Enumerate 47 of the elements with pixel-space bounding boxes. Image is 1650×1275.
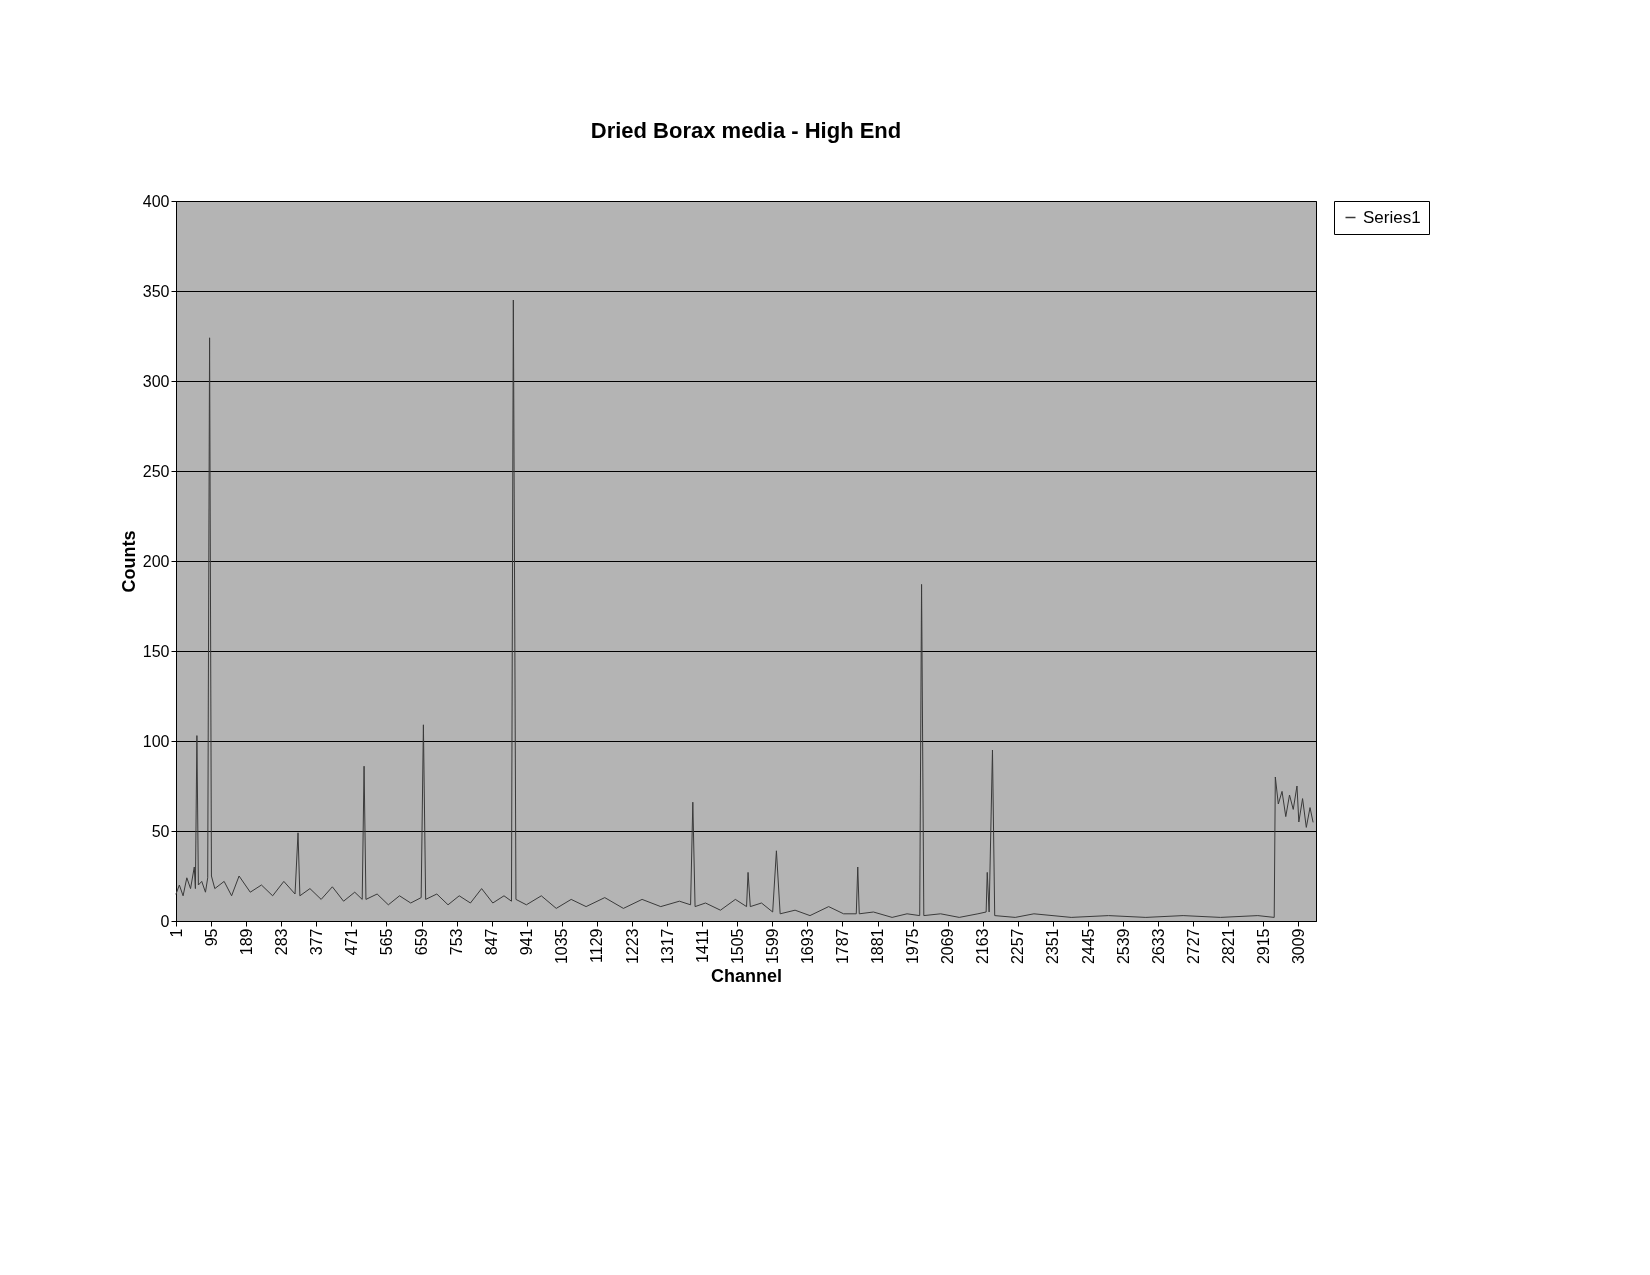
x-tick-label: 2821 xyxy=(1219,928,1237,965)
y-tick-label: 350 xyxy=(142,282,170,300)
x-tick-label: 1317 xyxy=(658,928,676,965)
x-tick-label: 1975 xyxy=(904,928,922,965)
y-axis-title: Counts xyxy=(118,530,139,593)
y-tick-label: 0 xyxy=(160,912,170,930)
x-tick-label: 2257 xyxy=(1009,928,1027,965)
x-tick-label: 377 xyxy=(307,928,325,956)
x-tick-label: 1129 xyxy=(588,928,606,963)
x-axis-title: Channel xyxy=(710,966,783,987)
x-tick-label: 1599 xyxy=(763,928,781,965)
x-tick-label: 2351 xyxy=(1044,928,1062,965)
x-tick-label: 2727 xyxy=(1184,928,1202,965)
x-tick-label: 2915 xyxy=(1254,928,1272,965)
x-tick-label: 3009 xyxy=(1289,928,1307,965)
x-tick-label: 283 xyxy=(272,928,290,956)
y-tick-label: 300 xyxy=(142,372,170,390)
x-tick-label: 1693 xyxy=(798,928,816,965)
x-tick-label: 471 xyxy=(342,928,360,956)
x-tick-label: 565 xyxy=(377,928,395,956)
y-tick-label: 50 xyxy=(151,822,170,840)
x-tick-label: 2445 xyxy=(1079,928,1097,965)
x-tick-label: 189 xyxy=(237,928,255,956)
y-tick-label: 100 xyxy=(142,732,170,750)
x-tick-label: 2163 xyxy=(974,928,992,965)
y-tick-label: 200 xyxy=(142,552,170,570)
x-tick-label: 753 xyxy=(448,928,466,956)
y-tick-label: 400 xyxy=(142,192,170,210)
x-tick-label: 1411 xyxy=(693,928,711,963)
y-tick-label: 150 xyxy=(142,642,170,660)
legend-label: Series1 xyxy=(1363,207,1421,227)
x-tick-label: 847 xyxy=(483,928,501,956)
x-tick-label: 1035 xyxy=(553,928,571,965)
x-tick-label: 659 xyxy=(413,928,431,956)
y-tick-label: 250 xyxy=(142,462,170,480)
chart-title: Dried Borax media - High End xyxy=(590,118,902,143)
x-tick-label: 941 xyxy=(518,928,536,956)
x-tick-label: 2539 xyxy=(1114,928,1132,965)
x-tick-label: 2069 xyxy=(939,928,957,965)
x-tick-label: 2633 xyxy=(1149,928,1167,965)
x-tick-label: 1881 xyxy=(869,928,887,965)
line-series xyxy=(175,299,1314,918)
x-tick-label: 1787 xyxy=(833,928,851,965)
x-tick-label: 1 xyxy=(167,928,185,938)
x-tick-label: 1223 xyxy=(623,928,641,965)
x-tick-label: 1505 xyxy=(728,928,746,965)
x-tick-label: 95 xyxy=(202,928,220,947)
